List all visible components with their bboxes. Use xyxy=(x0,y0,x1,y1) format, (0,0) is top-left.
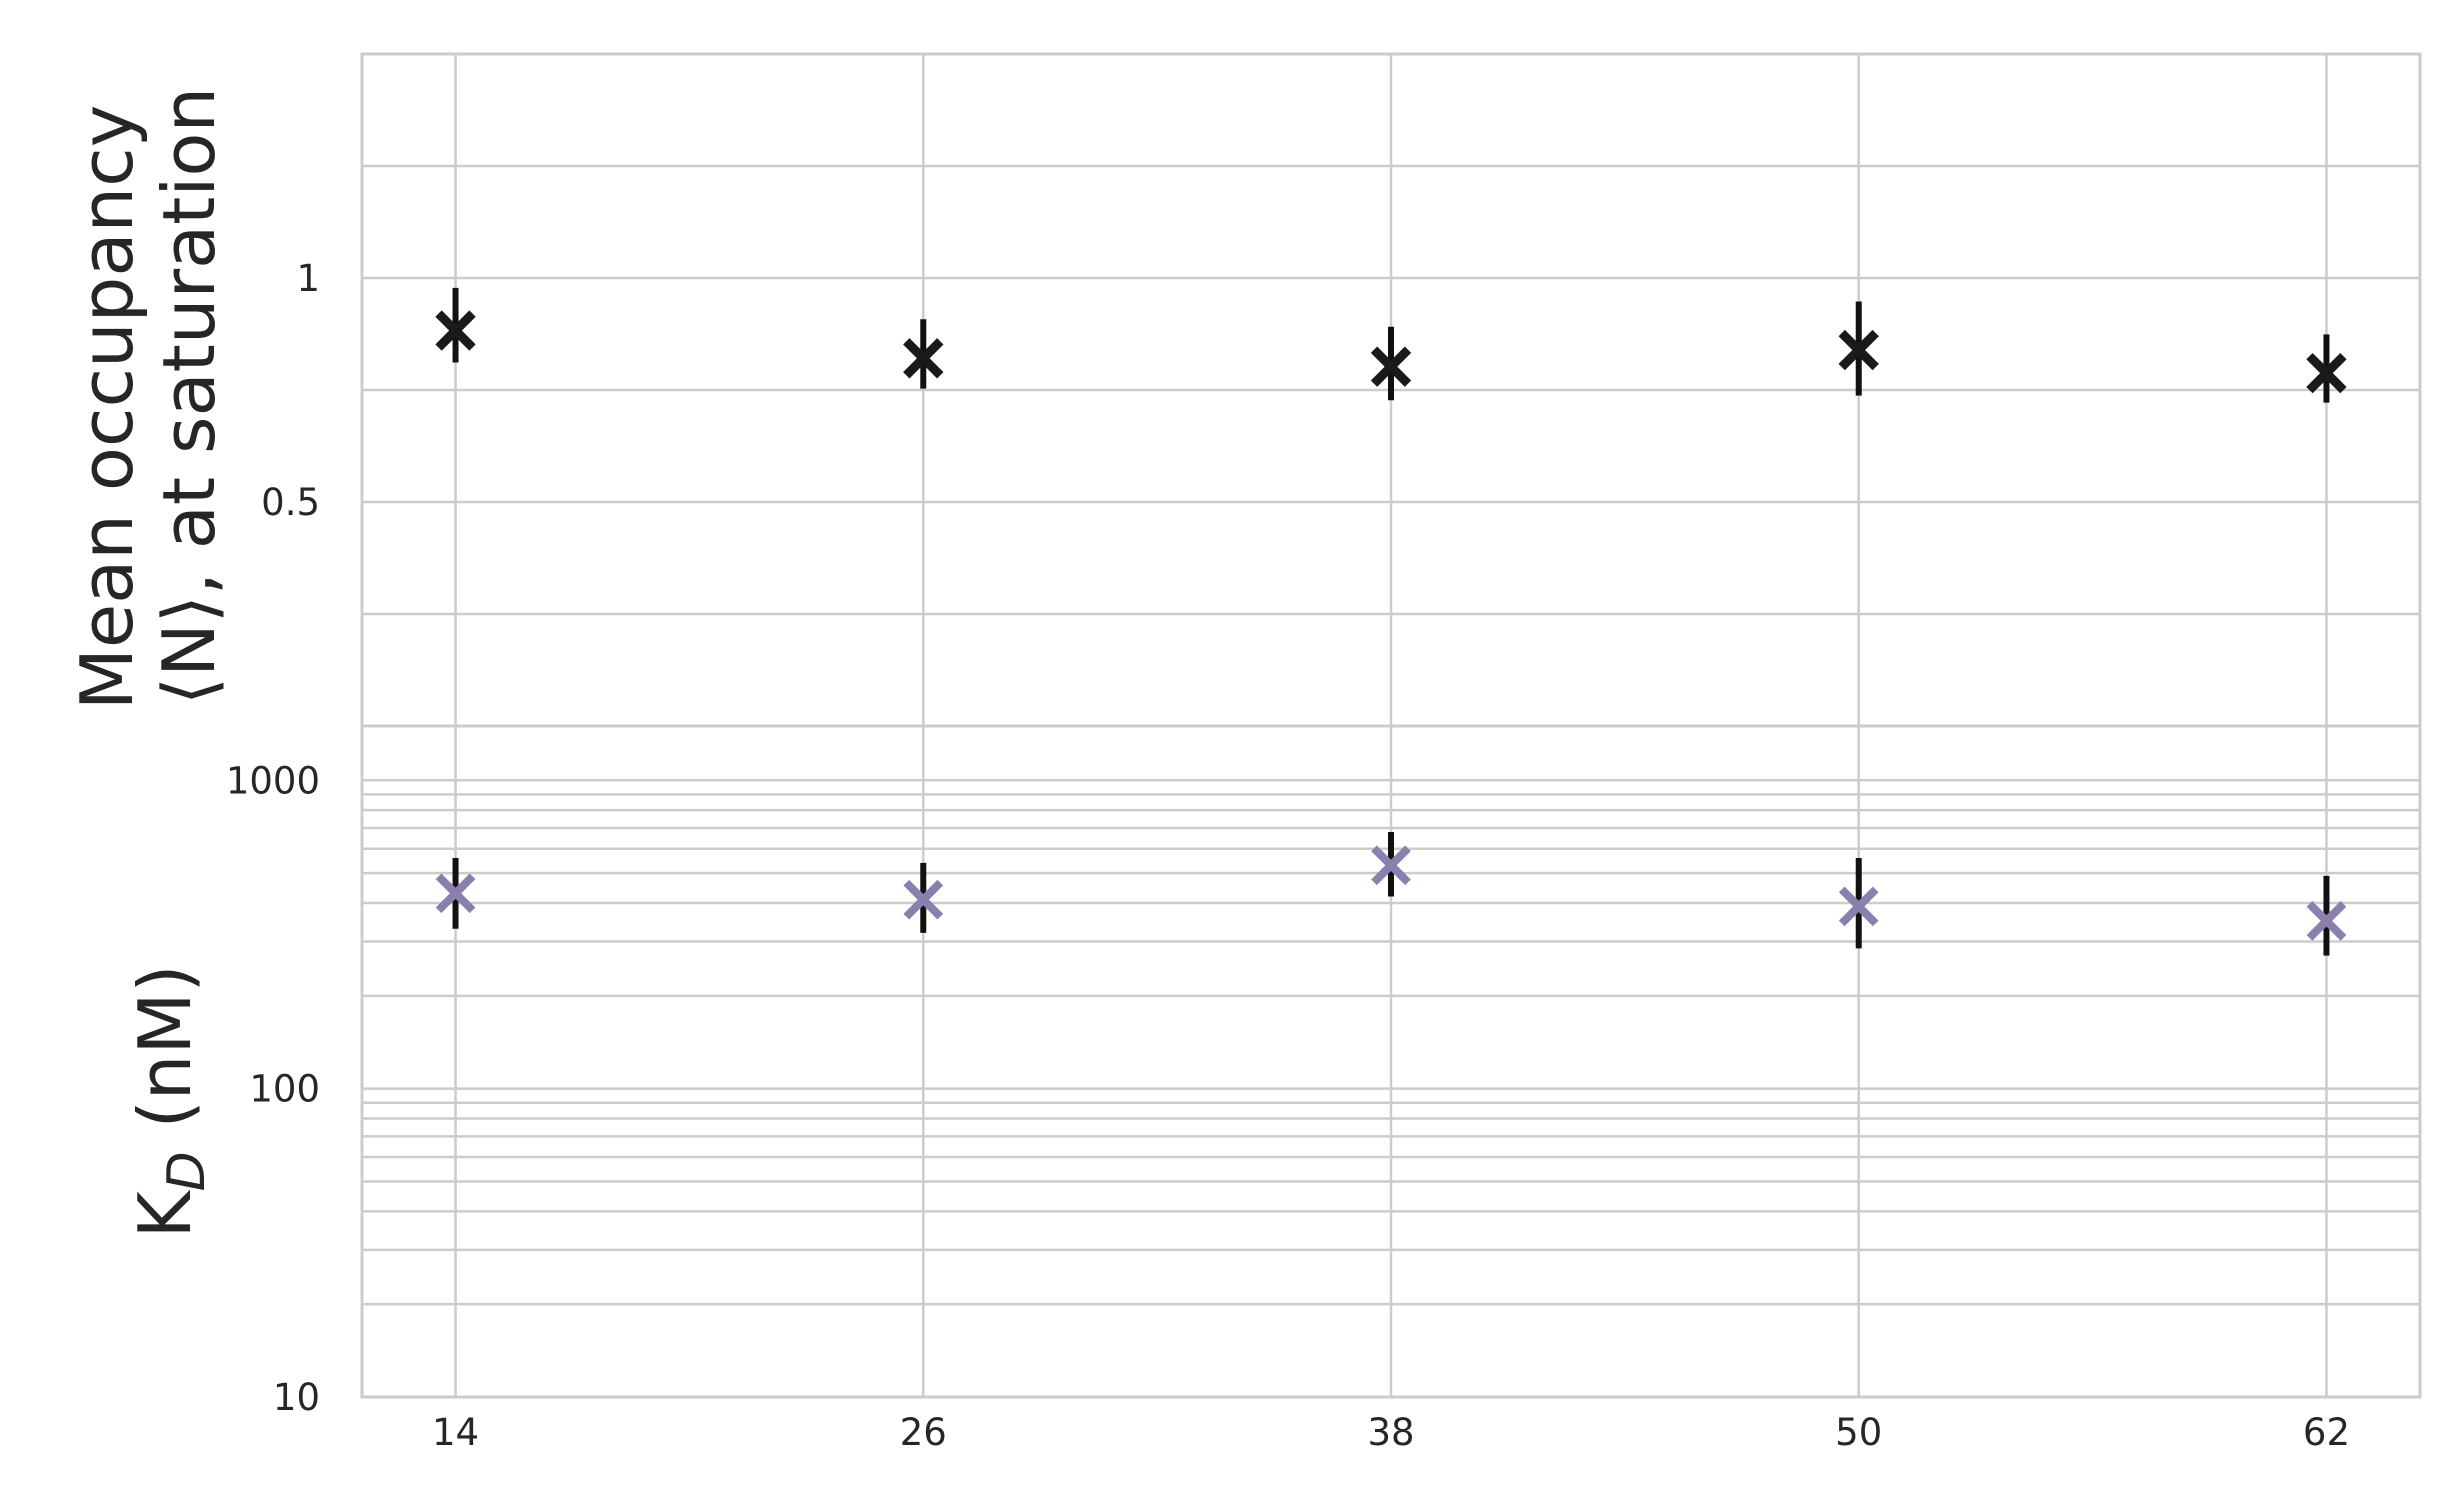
top-point-4 xyxy=(2306,334,2347,403)
bottom-y-ticks: 1000 100 10 xyxy=(226,759,320,1419)
bottom-y-tick-label-0: 1000 xyxy=(226,759,320,802)
top-y-label-line2: ⟨N⟩, at saturation xyxy=(147,87,231,705)
top-panel-occupancy: 10.5 Mean occupancy ⟨N⟩, at saturation xyxy=(65,52,2422,728)
x-tick-label-1: 26 xyxy=(900,1411,947,1454)
top-marker-b-1 xyxy=(903,338,944,379)
top-point-3 xyxy=(1838,301,1879,396)
x-tick-label-4: 62 xyxy=(2303,1411,2350,1454)
top-y-ticks: 10.5 xyxy=(261,257,320,524)
bottom-point-1 xyxy=(903,862,944,933)
bottom-point-3 xyxy=(1838,857,1879,949)
top-y-tick-label-0: 1 xyxy=(296,257,320,300)
x-ticks: 14 26 38 50 62 xyxy=(432,1411,2350,1454)
bottom-panel-kd: 1000 100 10 14 26 38 50 62 KD (nM) xyxy=(123,724,2422,1454)
top-marker-b-4 xyxy=(2306,352,2347,394)
bottom-y-label-main: K xyxy=(123,1190,207,1239)
top-points xyxy=(435,287,2347,403)
bottom-marker-b-2 xyxy=(1371,845,1411,886)
bottom-y-label-unit: (nM) xyxy=(123,964,207,1151)
top-marker-b-2 xyxy=(1370,346,1412,387)
x-tick-label-0: 14 xyxy=(432,1411,479,1454)
top-point-0 xyxy=(435,287,476,363)
x-tick-label-2: 38 xyxy=(1367,1411,1414,1454)
bottom-frame xyxy=(360,724,2422,1399)
bottom-grid xyxy=(362,726,2420,1399)
top-point-2 xyxy=(1370,326,1412,401)
bottom-y-tick-label-2: 10 xyxy=(273,1376,320,1419)
bottom-marker-b-4 xyxy=(2306,901,2347,941)
top-y-label: Mean occupancy ⟨N⟩, at saturation xyxy=(65,82,231,710)
bottom-point-4 xyxy=(2306,875,2347,956)
bottom-marker-b-0 xyxy=(435,873,476,914)
top-marker-b-3 xyxy=(1838,329,1879,371)
top-point-1 xyxy=(903,319,944,389)
bottom-point-2 xyxy=(1371,831,1411,897)
bottom-y-label-sub: D xyxy=(157,1151,217,1191)
bottom-y-label: KD (nM) xyxy=(123,964,217,1238)
top-y-label-line1: Mean occupancy xyxy=(65,105,149,711)
bottom-marker-b-1 xyxy=(903,879,944,920)
bottom-y-tick-label-1: 100 xyxy=(249,1068,320,1111)
top-marker-b-0 xyxy=(435,310,476,351)
bottom-marker-b-3 xyxy=(1838,886,1879,927)
bottom-point-0 xyxy=(435,857,476,929)
x-tick-label-3: 50 xyxy=(1835,1411,1882,1454)
bottom-points xyxy=(435,831,2347,956)
top-y-tick-label-1: 0.5 xyxy=(261,481,320,524)
